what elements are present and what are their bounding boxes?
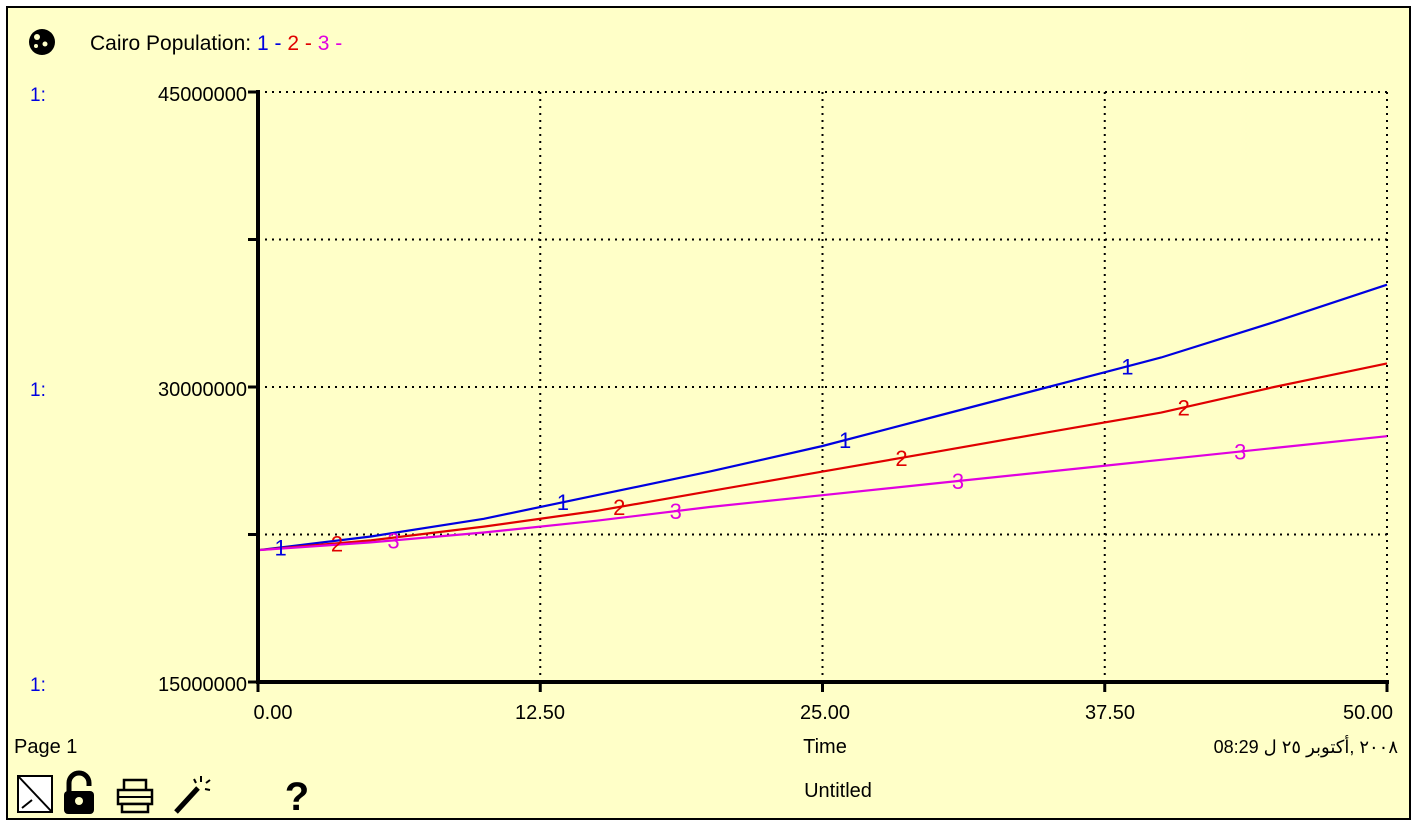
x-axis-title: Time (803, 736, 847, 758)
y-scale-prefix-bottom: 1: (30, 675, 46, 696)
axes (248, 90, 1389, 692)
series-2-marker-0: 2 (331, 531, 343, 556)
series-2-marker-3: 2 (1178, 395, 1190, 420)
series-1-marker-2: 1 (839, 428, 851, 453)
help-icon-glyph: ? (285, 775, 309, 818)
x-tick-label-50: 50.00 (1343, 702, 1393, 724)
grid-lines (258, 91, 1388, 682)
series-3-key: 3 (317, 32, 330, 55)
y-tick-label-mid: 30000000 (158, 379, 247, 401)
page-label: Page 1 (14, 736, 77, 758)
lock-icon[interactable] (58, 770, 100, 818)
series-3-marker-1: 3 (670, 499, 682, 524)
timestamp: 08:29 ٢٠٠٨ ,أكتوبر ٢٥ ل (1214, 735, 1399, 758)
series-1-marker-1: 1 (557, 490, 569, 515)
series-3-sep: - (335, 32, 343, 55)
y-axis-labels: 1: 45000000 1: 30000000 1: 15000000 (30, 84, 247, 696)
magic-wand-icon[interactable] (170, 770, 212, 818)
y-tick-label-min: 15000000 (158, 674, 247, 696)
print-icon[interactable] (114, 770, 156, 818)
graph-globe-icon[interactable] (24, 24, 60, 60)
x-tick-label-37-5: 37.50 (1085, 702, 1135, 724)
series-3-marker-3: 3 (1234, 440, 1246, 465)
series-3-marker-0: 3 (387, 528, 399, 553)
chart-title-text: Cairo Population: (90, 32, 252, 55)
series-2-marker-2: 2 (895, 446, 907, 471)
y-scale-prefix-mid: 1: (30, 380, 46, 401)
x-tick-label-12-5: 12.50 (515, 702, 565, 724)
series-2-line (257, 362, 1388, 552)
series-1-marker-0: 1 (274, 535, 286, 560)
x-tick-label-0: 0.00 (254, 702, 293, 724)
series-1-key: 1 (256, 32, 269, 55)
x-tick-label-25: 25.00 (800, 702, 850, 724)
series-2-marker-1: 2 (613, 495, 625, 520)
y-scale-prefix-top: 1: (30, 85, 46, 106)
document-name: Untitled (804, 780, 872, 802)
y-tick-label-max: 45000000 (158, 84, 247, 106)
series-3-line (257, 435, 1388, 552)
series-lines (257, 283, 1388, 552)
series-2-sep: - (304, 32, 312, 55)
series-1-sep: - (274, 32, 282, 55)
x-axis-labels: 0.00 12.50 25.00 37.50 50.00 Time (254, 702, 1394, 758)
graph-pad-icon[interactable] (14, 770, 56, 818)
help-icon[interactable]: ? (276, 770, 318, 818)
chart-title: Cairo Population: 1 - 2 - 3 - (90, 32, 342, 56)
series-2-key: 2 (287, 32, 300, 55)
series-1-marker-3: 1 (1121, 354, 1133, 379)
series-1-line (257, 283, 1388, 552)
series-3-marker-2: 3 (952, 469, 964, 494)
series-markers: 1 1 1 1 2 2 2 2 3 3 3 3 (274, 354, 1246, 560)
graph-window (6, 6, 1411, 820)
